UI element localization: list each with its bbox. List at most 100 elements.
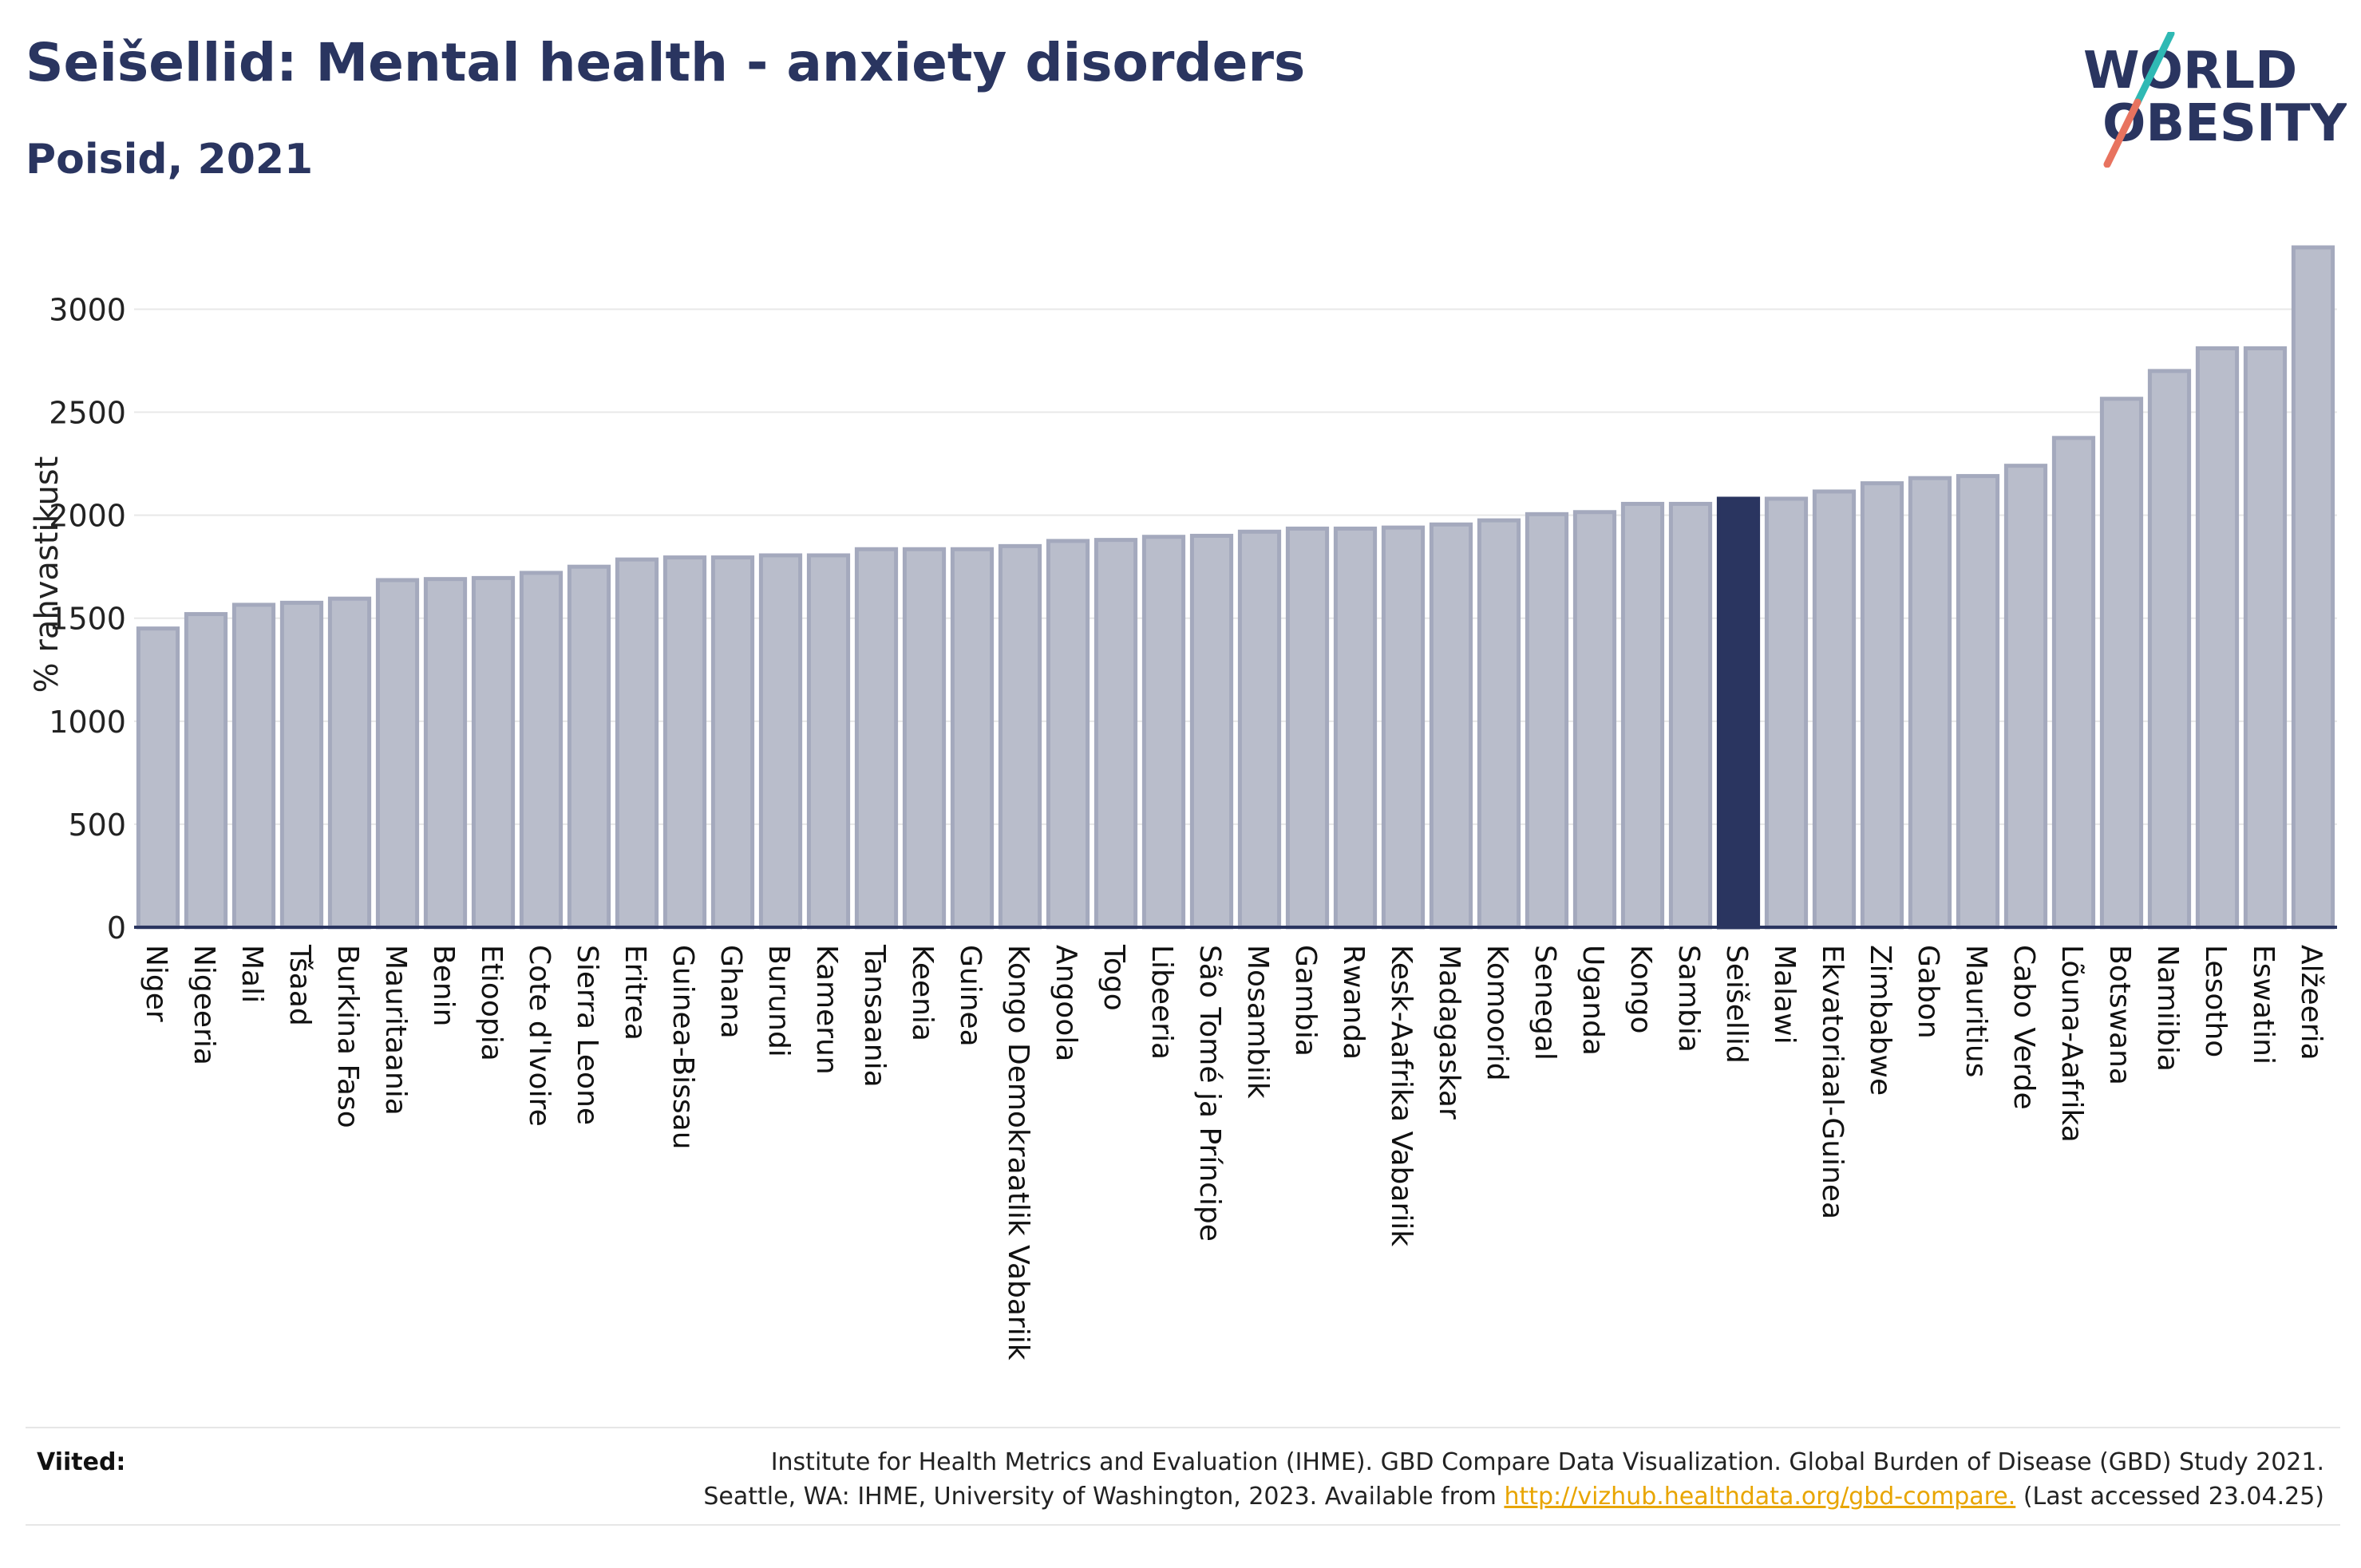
x-tick-labels: Niger Nigeeria Mali Tšaad Burkina Faso Maurit… [140, 944, 2327, 1361]
x-tick-label: São Tomé ja Príncipe [1193, 945, 1226, 1242]
x-tick-label: Uganda [1576, 945, 1609, 1056]
y-tick-label: 2500 [49, 396, 126, 431]
bar [854, 547, 899, 930]
x-tick-label: Malawi [1768, 945, 1801, 1045]
x-tick-label: Burkina Faso [331, 945, 364, 1128]
x-tick-label: Zimbabwe [1864, 945, 1896, 1096]
bar [2147, 369, 2192, 930]
bar [1285, 526, 1330, 930]
chart-subtitle: Poisid, 2021 [26, 136, 314, 184]
x-tick-label: Angoola [1050, 945, 1082, 1061]
bar [375, 578, 420, 930]
bar [2243, 346, 2288, 930]
x-tick-label: Ekvatoriaal-Guinea [1816, 945, 1849, 1219]
x-tick-label: Sambia [1672, 945, 1705, 1053]
bar [2051, 436, 2096, 930]
bar [1525, 511, 1569, 930]
bar [1189, 533, 1234, 930]
y-tick-label: 1000 [49, 705, 126, 740]
x-tick-label: Botswana [2103, 945, 2136, 1085]
x-tick-label: Cote d'Ivoire [523, 945, 556, 1127]
bar [279, 600, 324, 930]
bars-layer [136, 245, 2335, 930]
bar [806, 553, 851, 930]
x-tick-label: Guinea-Bissau [666, 945, 699, 1150]
x-tick-label: Lõuna-Aafrika [2055, 945, 2088, 1143]
bar [1093, 538, 1138, 930]
bar [184, 612, 228, 930]
x-tick-label: Gambia [1289, 945, 1322, 1057]
bar [1046, 539, 1090, 930]
bar [1333, 526, 1378, 930]
bar [662, 555, 707, 930]
logo-line1: WORLD [2083, 41, 2297, 101]
x-tick-label: Togo [1097, 944, 1130, 1011]
source-link[interactable]: http://vizhub.healthdata.org/gbd-compare… [1504, 1483, 2016, 1511]
x-tick-label: Mauritius [1960, 945, 1992, 1077]
bar [1668, 501, 1713, 930]
logo-slash-teal [2134, 32, 2175, 106]
bar-chart: 0 500 1000 1500 2000 2500 3000 Niger Nigeeria Ma… [29, 245, 2337, 1361]
y-tick-label: 2000 [49, 499, 126, 534]
bar [1956, 474, 2000, 930]
y-axis-label: % rahvastikust [29, 456, 65, 693]
source-line-2-suffix: (Last accessed 23.04.25) [2015, 1483, 2324, 1511]
bar [998, 543, 1042, 930]
bar [1477, 518, 1521, 930]
bar [950, 547, 995, 930]
x-tick-label: Mali [235, 945, 268, 1003]
bar [758, 553, 803, 930]
bar [1620, 501, 1665, 930]
sources-label: Viited: [37, 1448, 126, 1476]
source-line-2: Seattle, WA: IHME, University of Washing… [703, 1483, 2324, 1511]
y-tick-label: 500 [68, 808, 126, 843]
x-tick-label: Senegal [1529, 945, 1561, 1060]
bar-highlighted [1716, 496, 1761, 930]
x-tick-label: Lesotho [2199, 945, 2232, 1057]
x-tick-label: Kesk-Aafrika Vabariik [1385, 945, 1418, 1246]
bar [902, 547, 947, 930]
x-tick-label: Namiibia [2151, 945, 2184, 1072]
source-line-1: Institute for Health Metrics and Evaluat… [770, 1448, 2324, 1476]
x-tick-label: Libeeria [1145, 945, 1178, 1060]
x-tick-label: Alžeeria [2295, 945, 2327, 1060]
x-tick-label: Ghana [714, 945, 747, 1039]
bar [136, 626, 180, 930]
bar [2099, 397, 2144, 930]
x-tick-label: Seišellid [1720, 945, 1753, 1064]
x-tick-label: Tšaad [283, 944, 316, 1026]
y-tick-label: 1500 [49, 602, 126, 637]
y-tick-labels: 0 500 1000 1500 2000 2500 3000 [49, 292, 126, 946]
x-tick-label: Cabo Verde [2007, 945, 2040, 1110]
world-obesity-logo: WORLD OBESITY [2083, 32, 2347, 168]
bar [2291, 245, 2335, 930]
x-tick-label: Keenia [906, 945, 939, 1041]
bar [567, 564, 611, 930]
x-tick-label: Kongo Demokraatlik Vabariik [1002, 945, 1034, 1361]
bar [423, 577, 468, 930]
bar [519, 571, 564, 930]
logo-slash-coral [2103, 98, 2142, 168]
y-tick-label: 0 [107, 910, 126, 946]
footer-divider-bottom [26, 1524, 2340, 1526]
x-tick-label: Rwanda [1337, 945, 1370, 1060]
bar [710, 555, 755, 930]
x-tick-label: Eritrea [619, 945, 651, 1041]
x-tick-label: Tansaania [858, 944, 891, 1088]
x-tick-label: Benin [427, 945, 460, 1026]
x-tick-label: Guinea [954, 945, 987, 1047]
bar [1429, 522, 1473, 930]
y-tick-label: 3000 [49, 292, 126, 327]
x-tick-label: Burundi [762, 945, 795, 1057]
bar [1908, 476, 1952, 930]
x-tick-label: Gabon [1912, 945, 1944, 1039]
x-tick-label: Mosambiik [1241, 945, 1274, 1099]
x-tick-label: Mauritaania [379, 945, 412, 1116]
bar [1141, 535, 1186, 930]
bar [1572, 510, 1617, 930]
bar [2195, 346, 2240, 930]
bar [615, 557, 659, 930]
chart-title: Seišellid: Mental health - anxiety disor… [26, 32, 1306, 93]
x-tick-label: Eswatini [2247, 945, 2280, 1064]
x-tick-label: Kamerun [810, 945, 843, 1075]
